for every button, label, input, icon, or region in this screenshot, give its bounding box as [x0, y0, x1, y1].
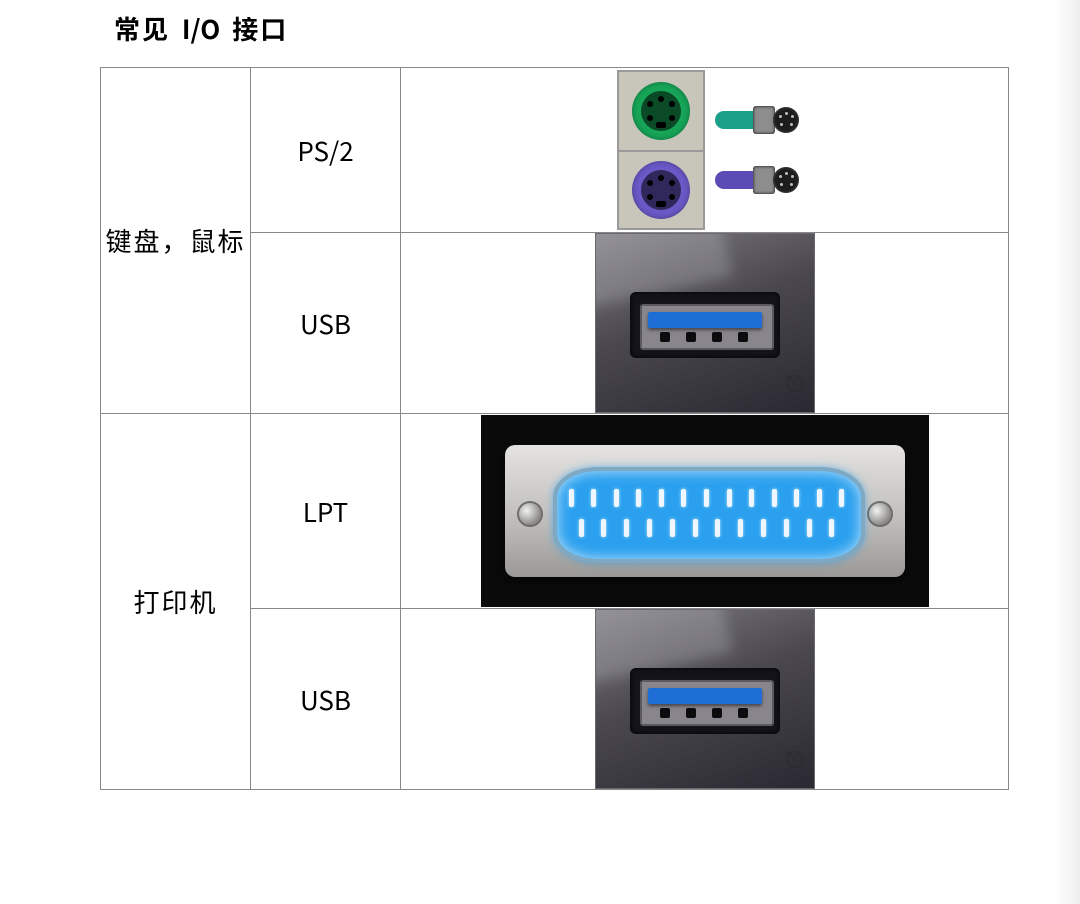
usb-illustration: ⎋ [401, 609, 1008, 789]
ps2-mouse-socket [619, 72, 703, 150]
ps2-plug-keyboard [715, 161, 793, 199]
page-title: 常见 I/O 接口 [0, 0, 1080, 67]
io-interface-table: 键盘，鼠标 PS/2 [100, 67, 1009, 790]
ps2-plug-mouse [715, 101, 793, 139]
title-post: 接口 [232, 10, 288, 47]
title-io: I/O [178, 10, 224, 47]
interface-cell: USB [251, 233, 401, 414]
ps2-keyboard-socket [619, 150, 703, 228]
image-cell-ps2 [401, 68, 1009, 233]
title-pre: 常见 [114, 10, 170, 47]
lpt-pins-top [569, 489, 845, 507]
table-row: 打印机 LPT [101, 414, 1009, 609]
usb-icon: ⎋ [786, 366, 803, 398]
usb-illustration: ⎋ [401, 233, 1008, 413]
image-cell-usb: ⎋ [401, 233, 1009, 414]
interface-cell: LPT [251, 414, 401, 609]
category-cell: 打印机 [101, 414, 251, 790]
usb-icon: ⎋ [786, 742, 803, 774]
interface-cell: USB [251, 609, 401, 790]
category-cell: 键盘，鼠标 [101, 68, 251, 414]
image-cell-lpt [401, 414, 1009, 609]
lpt-illustration [401, 414, 1008, 608]
ps2-illustration [401, 68, 1008, 232]
table-row: 键盘，鼠标 PS/2 [101, 68, 1009, 233]
ps2-socket-block [617, 70, 705, 230]
interface-cell: PS/2 [251, 68, 401, 233]
lpt-pins-bottom [569, 519, 845, 537]
ps2-plugs [715, 101, 793, 199]
document-page: 常见 I/O 接口 键盘，鼠标 PS/2 [0, 0, 1080, 904]
image-cell-usb: ⎋ [401, 609, 1009, 790]
